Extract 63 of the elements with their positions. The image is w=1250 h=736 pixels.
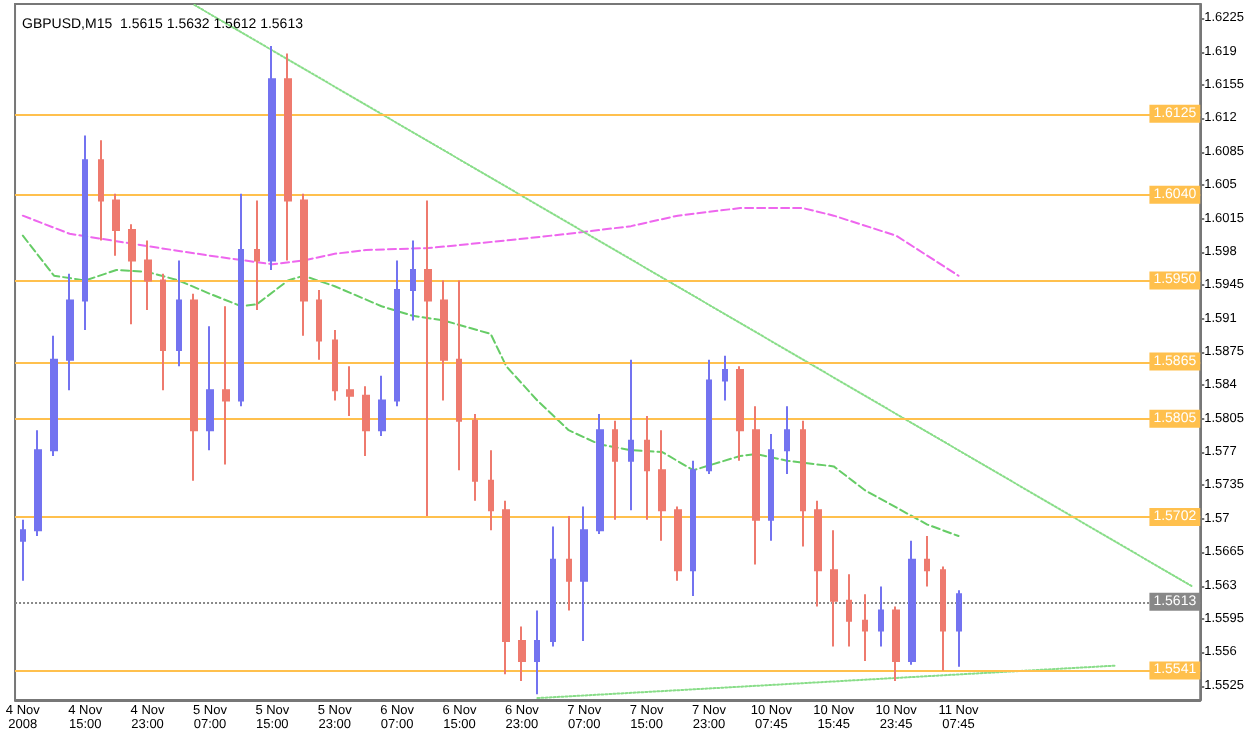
candlestick [690,459,696,598]
candlestick [580,505,588,642]
line-series [21,234,960,538]
candlestick [176,259,182,368]
candlestick [956,589,962,668]
candlestick [112,192,120,257]
candlestick [190,292,198,482]
candlestick [410,239,416,322]
candlestick [316,289,322,361]
candlestick [206,325,214,452]
candlestick [128,223,136,326]
candlestick [34,429,42,538]
candlestick [814,499,822,608]
candlestick [924,535,930,588]
candlestick [144,239,152,312]
candlestick [752,405,760,566]
candlestick [800,419,806,548]
candlestick [644,414,650,521]
candlestick [628,358,634,512]
candlestick [674,505,682,582]
candlestick [722,354,728,402]
candlestick [222,305,230,466]
candlestick [238,192,244,408]
candlestick [706,358,712,476]
candlestick [424,199,432,517]
candlestick [160,272,166,392]
candlestick [66,272,74,392]
candlestick [550,525,556,648]
candlestick [518,625,526,682]
line-series [21,207,960,277]
candlestick [862,593,868,662]
candlestick [268,44,276,272]
candlestick [20,518,26,582]
candlestick [284,52,292,262]
candlestick [394,259,400,408]
candlestick [784,405,790,476]
candlestick [908,539,916,666]
candlestick [440,279,448,402]
candlestick [82,134,88,332]
candlestick [456,279,462,472]
candlestick [736,365,744,462]
candlestick [768,432,774,542]
candlestick [830,529,838,648]
candlestick [940,565,946,672]
candlestick [596,412,604,536]
candlestick [472,412,478,502]
candlestick [488,449,494,532]
candlestick [612,419,618,521]
candlestick [566,514,572,612]
candlestick [300,192,308,337]
candlestick [534,609,540,696]
candlestick [98,139,104,242]
candlestick [50,334,58,457]
candlestick [502,499,510,676]
candlestick [332,329,338,402]
candlestick [878,585,884,648]
candlestick [892,605,900,682]
candlestick [378,374,386,437]
candlestick [362,385,370,457]
candlestick [658,429,666,542]
candlestick [846,573,852,648]
candlestick [346,365,354,417]
candlestick [254,199,260,312]
